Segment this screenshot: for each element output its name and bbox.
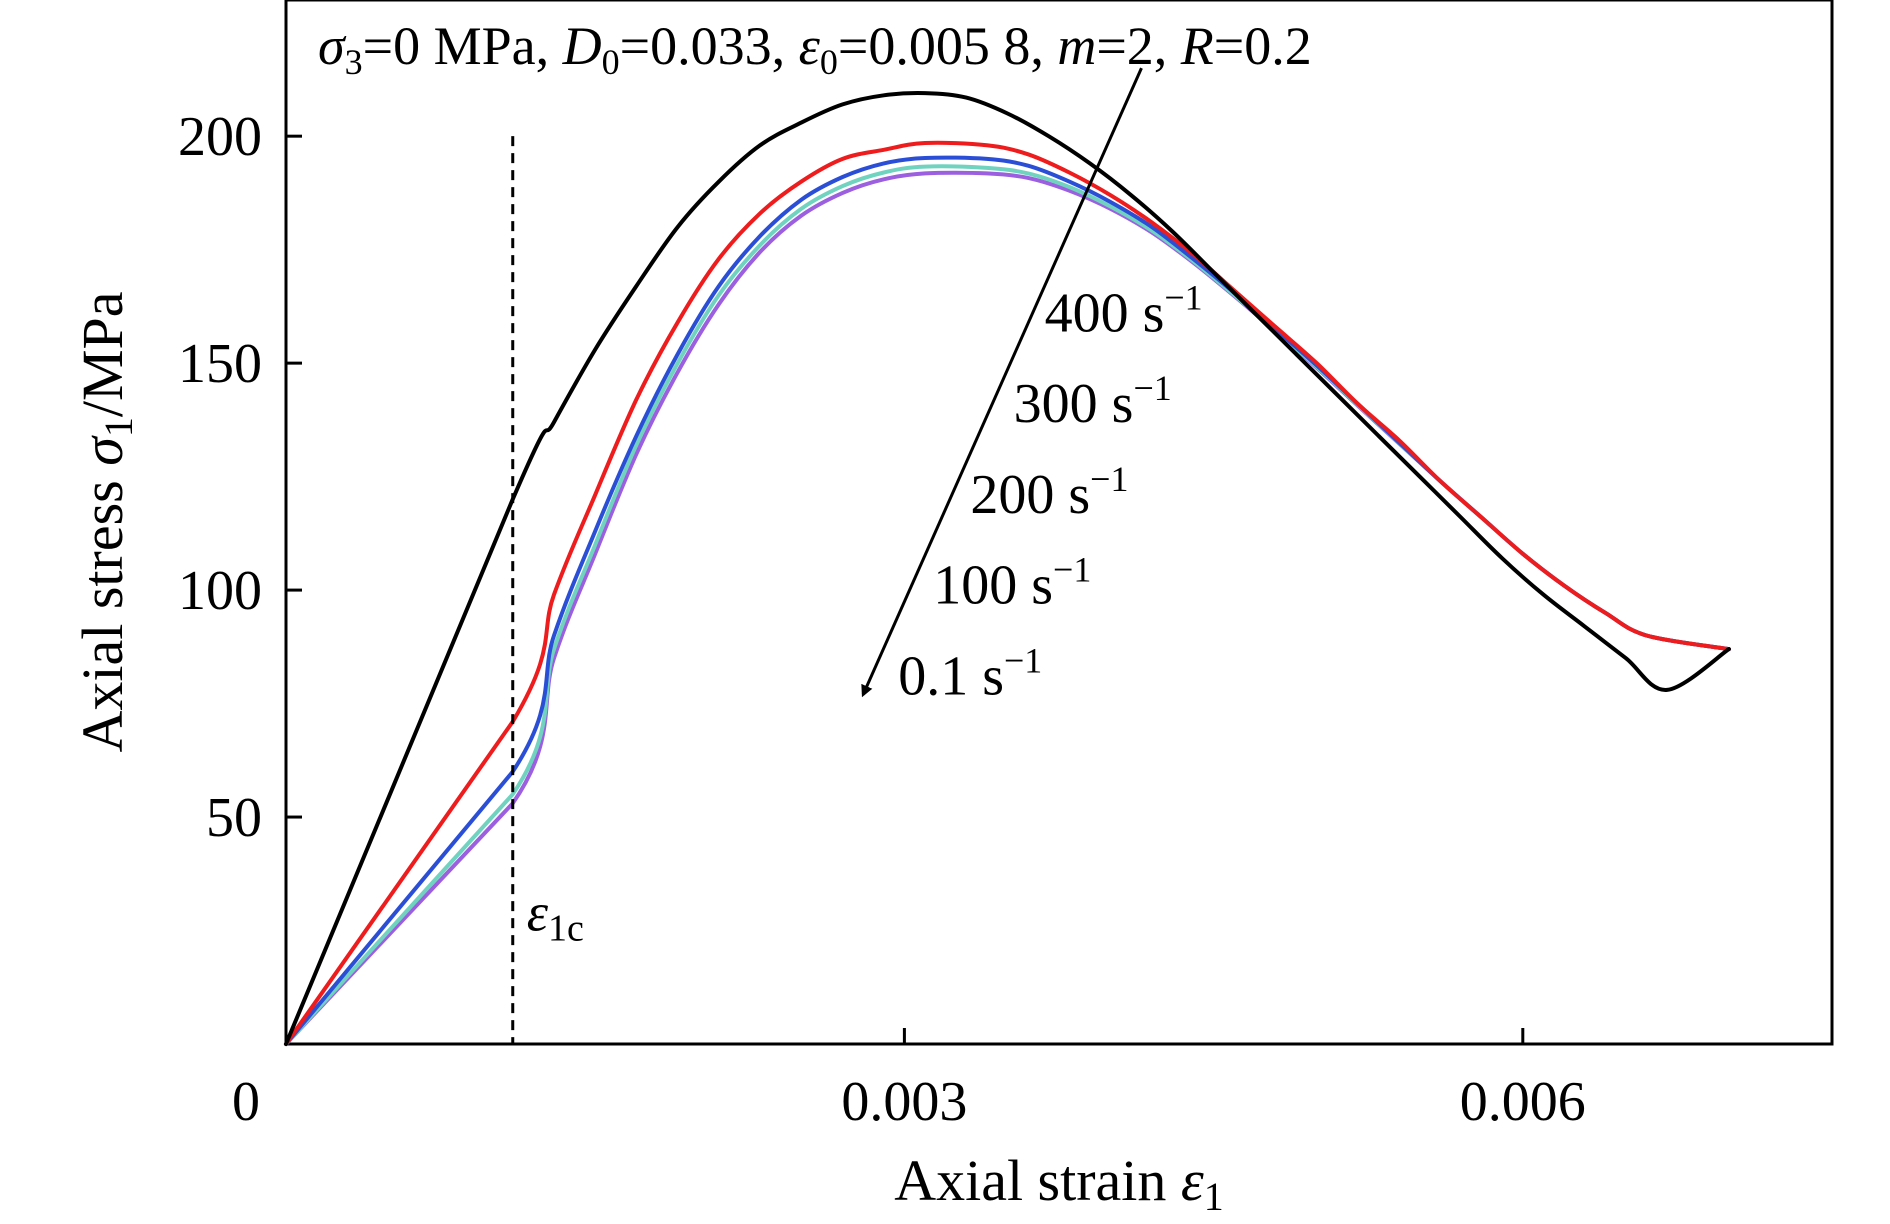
rate-label: 100 s−1 <box>933 550 1091 617</box>
y-tick-label: 150 <box>178 333 262 395</box>
x-title-symbol: ε <box>1181 1148 1204 1213</box>
rate-label: 400 s−1 <box>1045 277 1203 344</box>
param-sigma: σ <box>318 16 347 76</box>
series-curve <box>284 140 1731 1046</box>
rate-label-sup: −1 <box>1164 277 1202 317</box>
param-eps-value: =0.005 8, <box>838 16 1057 76</box>
param-R: R <box>1180 16 1214 76</box>
threshold-symbol: ε <box>527 883 549 943</box>
rate-label: 300 s−1 <box>1014 368 1172 435</box>
y-tick-label: 100 <box>178 560 262 622</box>
y-axis-ticks: 50 100 150 200 <box>178 106 302 849</box>
threshold-label: ε1c <box>527 883 584 950</box>
param-D-sub: 0 <box>602 42 620 82</box>
x-axis-title: Axial strain ε1 <box>894 1148 1224 1219</box>
param-m: m <box>1057 16 1096 76</box>
y-title-text: Axial stress <box>70 466 135 753</box>
x-tick-label: 0.003 <box>841 1071 967 1133</box>
threshold-sub: 1c <box>548 908 584 950</box>
param-R-value: =0.2 <box>1214 16 1312 76</box>
x-tick-label: 0 <box>232 1071 260 1133</box>
stress-strain-curves <box>284 91 1731 1046</box>
rate-label-text: 300 s <box>1014 373 1134 435</box>
rate-label-text: 400 s <box>1045 282 1165 344</box>
rate-label-sup: −1 <box>1090 459 1128 499</box>
rate-label-text: 100 s <box>933 555 1053 617</box>
rate-label-text: 200 s <box>970 464 1090 526</box>
rate-label-sup: −1 <box>1053 550 1091 590</box>
x-title-sub: 1 <box>1204 1174 1224 1219</box>
y-tick-label: 200 <box>178 106 262 168</box>
y-tick-label: 50 <box>206 787 262 849</box>
param-eps-sub: 0 <box>820 42 838 82</box>
y-title-symbol: σ <box>70 435 135 466</box>
rate-label-sup: −1 <box>1133 368 1171 408</box>
plot-frame <box>284 0 1834 1046</box>
rate-label: 0.1 s−1 <box>898 640 1042 707</box>
strain-rate-arrow <box>861 67 1143 698</box>
rate-label: 200 s−1 <box>970 459 1128 526</box>
y-axis-title: Axial stress σ1/MPa <box>70 291 141 752</box>
y-title-unit: /MPa <box>70 291 135 417</box>
param-eps: ε <box>799 16 821 76</box>
param-m-value: =2, <box>1096 16 1180 76</box>
x-axis-ticks: 0 0.003 0.006 <box>232 1028 1586 1133</box>
x-title-text: Axial strain <box>894 1148 1181 1213</box>
rate-label-sup: −1 <box>1004 640 1042 680</box>
rate-label-text: 0.1 s <box>898 645 1004 707</box>
parameter-annotation: σ3=0 MPa, D0=0.033, ε0=0.005 8, m=2, R=0… <box>318 16 1312 82</box>
param-sigma-sub: 3 <box>345 42 363 82</box>
x-tick-label: 0.006 <box>1460 1071 1586 1133</box>
param-sigma-value: =0 MPa, <box>363 16 563 76</box>
param-D-value: =0.033, <box>620 16 799 76</box>
param-D: D <box>562 16 602 76</box>
series-curve <box>284 91 1731 1046</box>
y-title-sub: 1 <box>96 417 141 437</box>
